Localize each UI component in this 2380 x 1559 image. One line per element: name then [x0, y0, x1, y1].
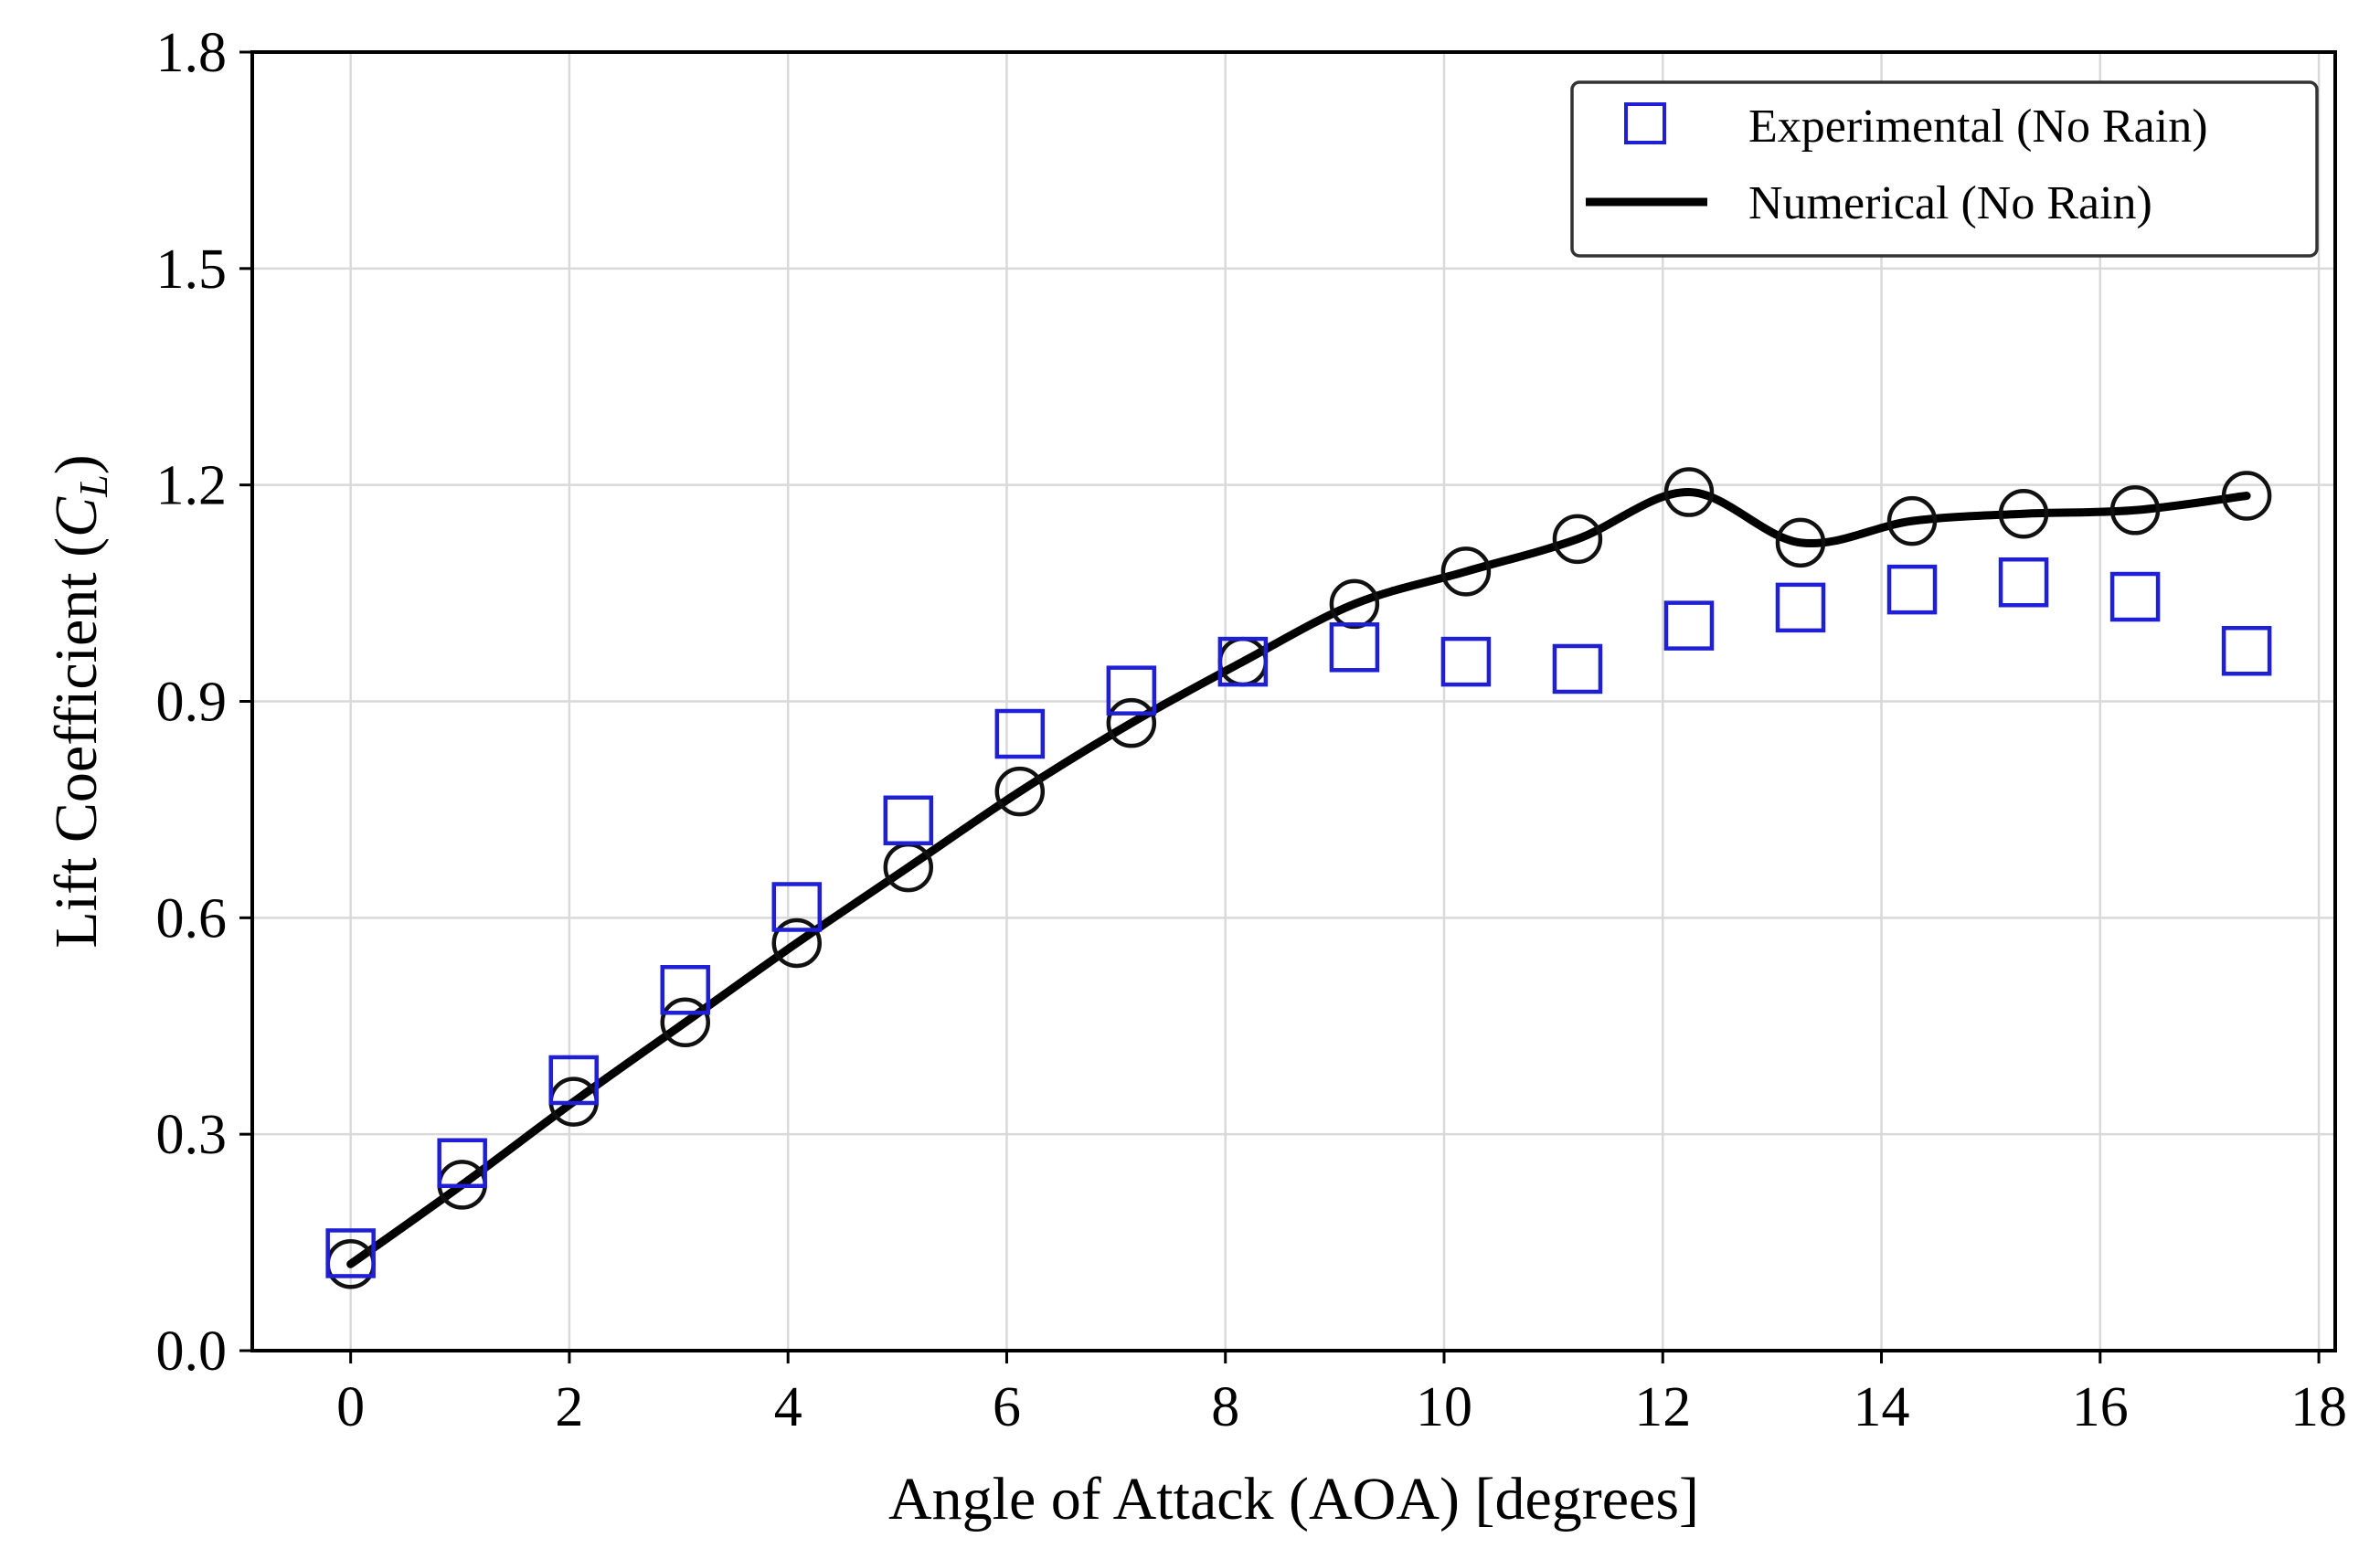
x-tick-label: 16	[2072, 1376, 2129, 1438]
axis-ticks: 0 2 4 6 8 10 12 14 16 18 0.0 0.3 0.6 0.9 1.2 1.5 1.8	[156, 22, 2348, 1438]
legend: Experimental (No Rain) Numerical (No Rai…	[1570, 80, 2319, 258]
x-tick-label: 0	[336, 1376, 365, 1438]
numerical-series-line	[346, 488, 2251, 1268]
experimental-point	[1775, 582, 1826, 633]
y-axis-title: Lift Coefficient (CL)	[43, 454, 116, 948]
y-tick-label: 1.5	[156, 239, 228, 301]
x-tick-label: 2	[555, 1376, 583, 1438]
experimental-point	[325, 1228, 376, 1278]
y-axis-title-subscript: L	[71, 474, 116, 497]
numerical-point	[1106, 697, 1157, 748]
experimental-point	[771, 882, 823, 932]
y-tick-label: 1.2	[156, 455, 228, 517]
y-tick-label: 0.3	[156, 1104, 228, 1166]
experimental-point	[1217, 636, 1269, 687]
numerical-point	[2109, 485, 2161, 536]
experimental-point	[1998, 557, 2049, 608]
experimental-point	[1886, 564, 1938, 615]
plot-frame	[250, 50, 2337, 1352]
x-axis-title: Angle of Attack (AOA) [degrees]	[888, 1466, 1699, 1532]
numerical-point	[1663, 467, 1715, 517]
x-tick-label: 10	[1416, 1376, 1472, 1438]
x-tick-label: 14	[1854, 1376, 1910, 1438]
experimental-point	[1106, 665, 1157, 716]
x-tick-label: 6	[993, 1376, 1021, 1438]
numerical-point	[994, 766, 1046, 817]
y-axis-title-close: )	[43, 454, 110, 474]
numerical-point	[1998, 488, 2049, 539]
legend-label-numerical: Numerical (No Rain)	[1748, 177, 2152, 229]
numerical-point	[1329, 578, 1380, 630]
x-tick-label: 12	[1634, 1376, 1691, 1438]
series-layer	[325, 467, 2272, 1289]
experimental-point	[2221, 625, 2272, 676]
y-tick-label: 0.0	[156, 1320, 228, 1383]
experimental-point	[883, 795, 934, 846]
experimental-point	[1552, 643, 1603, 695]
y-tick-label: 0.6	[156, 887, 228, 949]
x-tick-label: 8	[1211, 1376, 1239, 1438]
legend-label-experimental: Experimental (No Rain)	[1748, 101, 2208, 153]
experimental-point	[660, 965, 710, 1015]
experimental-point	[437, 1138, 487, 1188]
y-axis-title-main: Lift Coefficient (	[43, 537, 110, 949]
numerical-point	[1440, 546, 1492, 597]
numerical-point	[660, 997, 710, 1048]
numerical-point	[1552, 514, 1603, 565]
numerical-point	[771, 917, 823, 969]
experimental-point	[1663, 600, 1715, 651]
legend-marker-experimental	[1624, 102, 1666, 144]
experimental-point	[1329, 622, 1380, 673]
y-axis-title-symbol: C	[43, 496, 110, 537]
x-tick-label: 4	[774, 1376, 802, 1438]
y-tick-label: 1.8	[156, 22, 228, 84]
experimental-point	[994, 708, 1046, 759]
x-tick-label: 18	[2290, 1376, 2347, 1438]
y-tick-label: 0.9	[156, 672, 228, 734]
experimental-point	[1440, 636, 1492, 687]
experimental-point	[548, 1055, 599, 1106]
numerical-point	[2221, 471, 2272, 521]
numerical-point	[1775, 517, 1826, 568]
legend-box	[1570, 80, 2319, 258]
numerical-point	[1886, 495, 1938, 546]
experimental-point	[2109, 571, 2161, 622]
